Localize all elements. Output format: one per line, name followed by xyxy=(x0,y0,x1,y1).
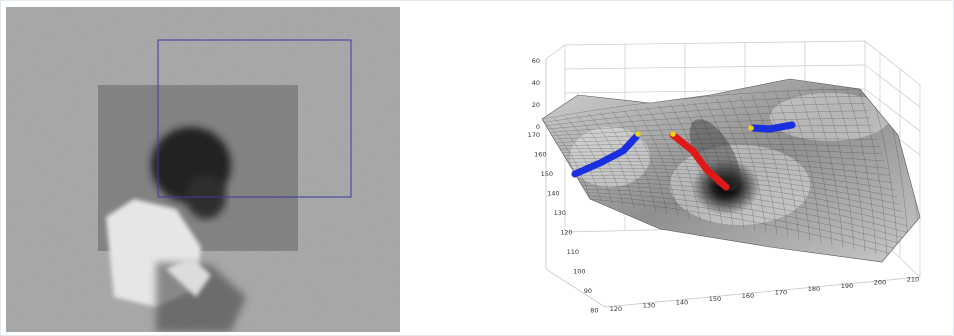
x-tick-label: 210 xyxy=(907,275,919,283)
search-window xyxy=(157,39,352,198)
y-axis-ticks: 170 160 150 140 130 120 110 100 90 80 xyxy=(528,131,599,315)
y-tick-label: 160 xyxy=(534,151,546,159)
z-tick-label: 20 xyxy=(532,101,540,109)
x-tick-label: 180 xyxy=(808,285,820,293)
y-tick-label: 130 xyxy=(554,209,566,217)
z-tick-label: 60 xyxy=(532,57,540,65)
video-frame-image xyxy=(6,7,400,332)
start-marker-left xyxy=(635,131,641,137)
y-tick-label: 120 xyxy=(560,229,572,237)
x-tick-label: 190 xyxy=(841,282,853,290)
y-tick-label: 140 xyxy=(547,190,559,198)
z-axis-ticks: 60 40 20 0 xyxy=(532,57,540,131)
y-tick-label: 110 xyxy=(567,248,579,256)
x-tick-label: 200 xyxy=(874,279,886,287)
x-axis-ticks: 120 130 140 150 160 170 180 190 200 210 xyxy=(610,275,919,313)
x-tick-label: 140 xyxy=(676,298,688,306)
y-tick-label: 80 xyxy=(590,307,598,315)
y-tick-label: 90 xyxy=(584,287,592,295)
start-marker-right xyxy=(748,125,754,131)
z-tick-label: 0 xyxy=(536,123,540,131)
track-center xyxy=(669,131,730,191)
x-tick-label: 160 xyxy=(742,292,754,300)
start-marker-center xyxy=(670,131,676,137)
y-tick-label: 170 xyxy=(528,131,540,139)
similarity-surface xyxy=(542,79,920,262)
z-tick-label: 40 xyxy=(532,79,540,87)
y-tick-label: 100 xyxy=(573,268,585,276)
track-right xyxy=(749,121,796,133)
x-tick-label: 130 xyxy=(643,302,655,310)
x-tick-label: 120 xyxy=(610,305,622,313)
x-tick-label: 170 xyxy=(775,289,787,297)
x-tick-label: 150 xyxy=(709,295,721,303)
y-tick-label: 150 xyxy=(541,170,553,178)
